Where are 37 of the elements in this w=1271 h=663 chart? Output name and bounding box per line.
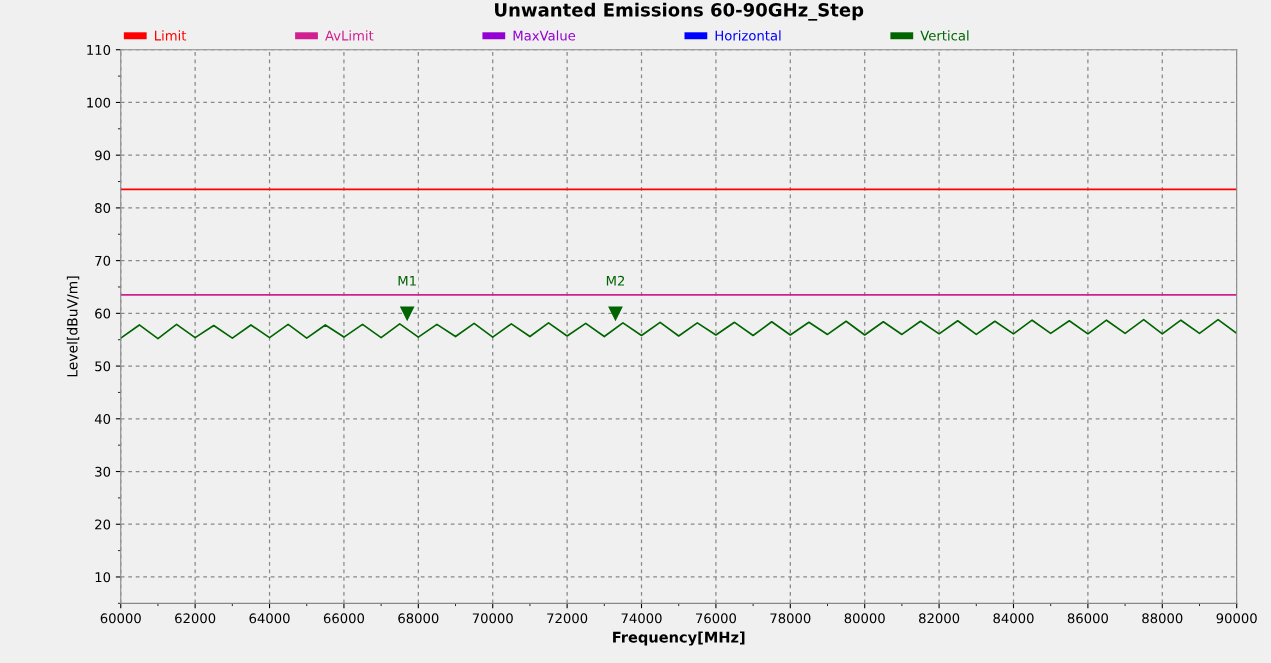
y-tick-label: 50 xyxy=(95,361,111,372)
legend-label: MaxValue xyxy=(513,30,576,41)
legend-label: Vertical xyxy=(920,30,969,41)
x-tick-label: 88000 xyxy=(1142,613,1183,624)
y-tick-label: 60 xyxy=(95,308,111,319)
x-tick-label: 68000 xyxy=(398,613,439,624)
x-tick-label: 86000 xyxy=(1067,613,1108,624)
legend-label: Limit xyxy=(155,30,187,41)
x-tick-label: 66000 xyxy=(323,613,365,624)
x-tick-label: 64000 xyxy=(249,613,290,624)
y-tick-label: 20 xyxy=(95,519,111,530)
x-tick-label: 72000 xyxy=(547,613,588,624)
y-tick-label: 30 xyxy=(95,466,111,477)
x-tick-label: 76000 xyxy=(696,613,737,624)
y-tick-label: 10 xyxy=(95,572,111,583)
x-tick-label: 70000 xyxy=(472,613,513,624)
y-tick-label: 40 xyxy=(94,414,111,424)
x-tick-label: 60000 xyxy=(100,613,141,624)
y-tick-label: 110 xyxy=(87,44,111,55)
annotation: M2 xyxy=(606,275,625,286)
x-tick-label: 82000 xyxy=(919,613,960,624)
y-axis-title: Level[dBuV/m] xyxy=(66,276,80,377)
y-tick-label: 80 xyxy=(95,203,111,214)
x-tick-label: 90000 xyxy=(1216,613,1257,624)
chart-title: Unwanted Emissions 60-90GHz_Step xyxy=(495,2,864,21)
legend-label: AvLimit xyxy=(325,30,374,41)
y-tick-label: 90 xyxy=(95,150,111,161)
x-tick-label: 74000 xyxy=(621,613,662,624)
x-tick-label: 80000 xyxy=(844,613,885,624)
annotation: M1 xyxy=(398,275,416,286)
y-tick-label: 70 xyxy=(95,255,111,266)
x-tick-label: 84000 xyxy=(993,613,1034,624)
x-tick-label: 62000 xyxy=(175,613,216,624)
y-tick-label: 100 xyxy=(87,97,111,108)
legend-label: Horizontal xyxy=(715,30,781,41)
x-tick-label: 78000 xyxy=(770,613,811,624)
x-axis-title: Frequency[MHz] xyxy=(613,631,745,646)
